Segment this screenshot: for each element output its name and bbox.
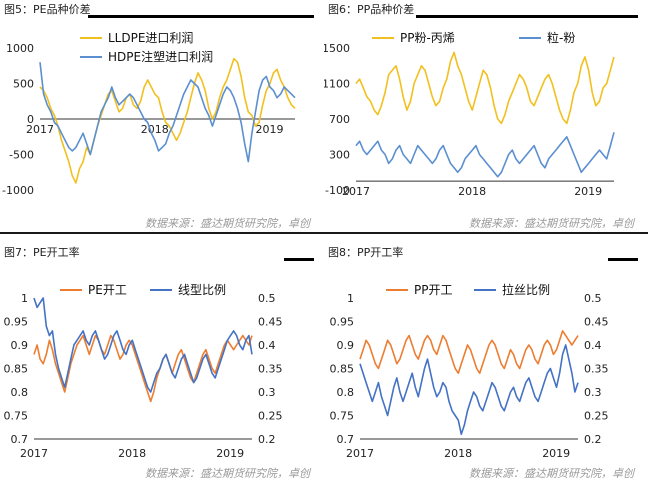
y-tick-label: -1000 xyxy=(2,184,34,197)
y-tick-label: 0.85 xyxy=(330,363,355,376)
chart-panel-pp-spread: 图6：PP品种价差 -100 300 700 1100 1500 2017 2018 2019… xyxy=(324,0,648,240)
y-tick-label: 0.9 xyxy=(337,339,355,352)
x-tick-label: 2019 xyxy=(542,447,570,460)
y-tick-label: 0.8 xyxy=(11,386,29,399)
chart-panel-pe-spread: 图5：PE品种价差 -1000 -500 0 500 1000 2017 2018 2019 L… xyxy=(0,0,324,240)
chart-title: 图5：PE品种价差 xyxy=(4,3,91,16)
y-tick-label: 300 xyxy=(329,149,350,162)
x-tick-label: 2019 xyxy=(216,447,244,460)
source-note: 数据来源：盛达期货研究院，卓创 xyxy=(145,217,310,230)
title-rule xyxy=(284,258,314,261)
legend-label: PP粉-丙烯 xyxy=(400,31,455,45)
chart-svg: -1000 -500 0 500 1000 2017 2018 2019 LLDPE进口利润 HD… xyxy=(2,31,296,197)
y-tick-label: 0 xyxy=(27,113,34,126)
y-tick-label: 0.85 xyxy=(4,363,29,376)
x-tick-label: 2018 xyxy=(118,447,146,460)
y-tick-label: -500 xyxy=(9,149,34,162)
chart-panel-pe-operating-rate: 图7：PE开工率 0.7 0.75 0.8 0.85 0.9 0.95 1 0.2 0.25 0.… xyxy=(0,243,324,483)
title-rule xyxy=(608,258,638,261)
y2-tick-label: 0.25 xyxy=(584,410,609,423)
y2-tick-label: 0.4 xyxy=(258,339,276,352)
y-tick-label: 1000 xyxy=(6,42,34,55)
legend-label: LLDPE进口利润 xyxy=(108,31,193,45)
y2-tick-label: 0.2 xyxy=(584,433,602,446)
series-line-1 xyxy=(355,51,615,125)
source-note: 数据来源：盛达期货研究院，卓创 xyxy=(469,467,634,480)
legend-label: 粒-粉 xyxy=(547,30,575,45)
legend-label: PP开工 xyxy=(414,283,452,297)
y2-tick-label: 0.45 xyxy=(584,316,609,329)
x-tick-label: 2017 xyxy=(26,123,54,136)
y2-tick-label: 0.5 xyxy=(584,292,602,305)
legend-label: 线型比例 xyxy=(178,283,226,297)
x-tick-label: 2017 xyxy=(346,447,374,460)
x-tick-label: 2018 xyxy=(141,123,169,136)
series-line-1 xyxy=(39,57,296,184)
y2-tick-label: 0.4 xyxy=(584,339,602,352)
x-tick-label: 2019 xyxy=(574,185,602,198)
chart-svg: 0.7 0.75 0.8 0.85 0.9 0.95 1 0.2 0.25 0.3 0.35 0.4 0… xyxy=(330,282,609,460)
y2-tick-label: 0.35 xyxy=(258,363,283,376)
x-tick-label: 2017 xyxy=(20,447,48,460)
y-tick-label: 1 xyxy=(21,292,28,305)
y-tick-label: 1 xyxy=(347,292,354,305)
title-rule xyxy=(416,15,638,18)
chart-title: 图7：PE开工率 xyxy=(4,246,80,259)
series-line-1 xyxy=(33,334,253,403)
y-tick-label: 0.9 xyxy=(11,339,29,352)
x-tick-label: 2018 xyxy=(458,185,486,198)
y2-tick-label: 0.3 xyxy=(258,386,276,399)
y-tick-label: 1100 xyxy=(324,78,350,91)
legend-label: HDPE注塑进口利润 xyxy=(108,49,213,64)
y-tick-label: 0.95 xyxy=(4,316,29,329)
series-line-2 xyxy=(33,297,253,393)
y-tick-label: 500 xyxy=(13,78,34,91)
divider xyxy=(324,232,648,234)
source-note: 数据来源：盛达期货研究院，卓创 xyxy=(469,217,634,230)
y-tick-label: 0.7 xyxy=(11,433,29,446)
x-tick-label: 2017 xyxy=(342,185,370,198)
y2-tick-label: 0.5 xyxy=(258,292,276,305)
y2-tick-label: 0.35 xyxy=(584,363,609,376)
y-tick-label: 1500 xyxy=(324,42,350,55)
legend-label: 拉丝比例 xyxy=(502,282,550,297)
chart-title: 图6：PP品种价差 xyxy=(328,3,415,16)
y2-tick-label: 0.45 xyxy=(258,316,283,329)
x-tick-label: 2019 xyxy=(256,123,284,136)
y2-tick-label: 0.25 xyxy=(258,410,283,423)
legend-label: PE开工 xyxy=(88,283,127,297)
source-note: 数据来源：盛达期货研究院，卓创 xyxy=(145,467,310,480)
y-tick-label: 0.7 xyxy=(337,433,355,446)
series-line-2 xyxy=(39,62,296,163)
chart-svg: 0.7 0.75 0.8 0.85 0.9 0.95 1 0.2 0.25 0.3 0.35 0.4 0… xyxy=(4,283,283,460)
y-tick-label: 0.75 xyxy=(4,410,29,423)
y2-tick-label: 0.2 xyxy=(258,433,276,446)
x-tick-label: 2018 xyxy=(444,447,472,460)
y-tick-label: 0.75 xyxy=(330,410,355,423)
series-line-2 xyxy=(359,344,579,436)
series-line-2 xyxy=(355,132,615,178)
divider xyxy=(0,232,324,234)
series-line-1 xyxy=(359,330,579,374)
chart-title: 图8：PP开工率 xyxy=(328,246,404,259)
title-rule xyxy=(88,15,314,18)
chart-svg: -100 300 700 1100 1500 2017 2018 2019 PP粉-丙烯 粒-粉 xyxy=(324,30,615,198)
chart-panel-pp-operating-rate: 图8：PP开工率 0.7 0.75 0.8 0.85 0.9 0.95 1 0.2 0.25 0.… xyxy=(324,243,648,483)
y-tick-label: -100 xyxy=(325,184,350,197)
y-tick-label: 0.8 xyxy=(337,386,355,399)
y2-tick-label: 0.3 xyxy=(584,386,602,399)
y-tick-label: 0.95 xyxy=(330,316,355,329)
y-tick-label: 700 xyxy=(329,113,350,126)
